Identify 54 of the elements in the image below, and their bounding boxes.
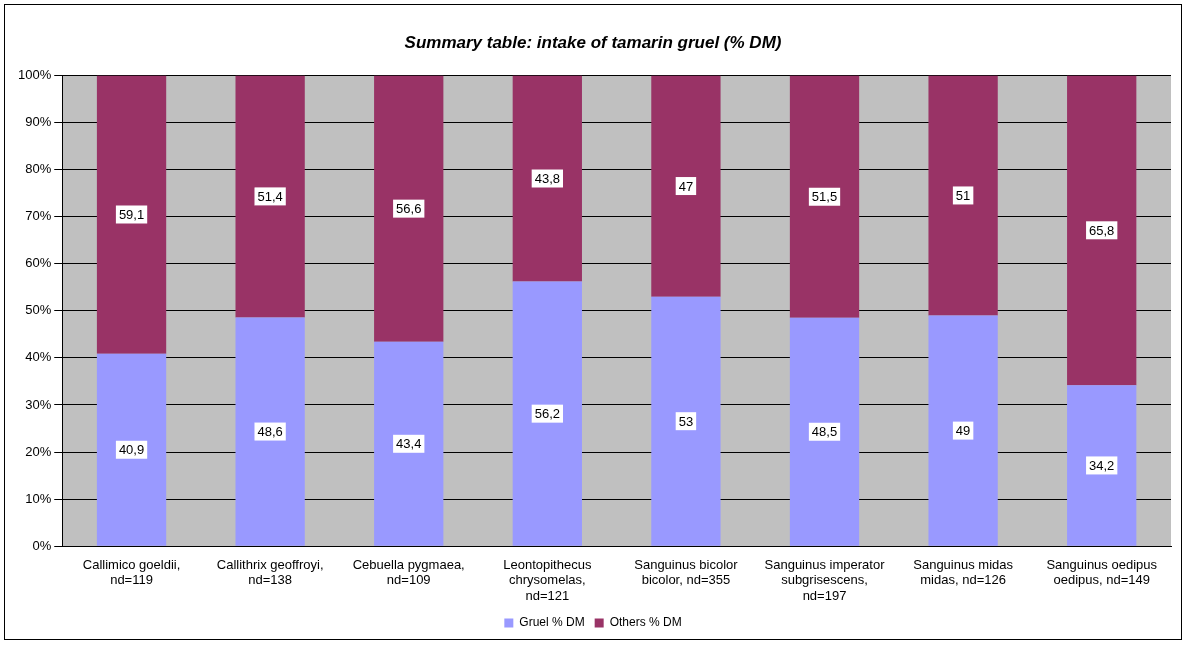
data-label: 43,8	[534, 171, 560, 187]
y-tick-label: 20%	[25, 443, 52, 459]
bar	[651, 296, 721, 546]
bar	[512, 281, 582, 546]
x-tick-label: Sanguinus imperator subgrisescens, nd=197	[764, 556, 886, 603]
y-tick-label: 80%	[25, 161, 52, 177]
bar	[96, 75, 167, 354]
y-tick-label: 60%	[25, 255, 52, 271]
data-label: 56,2	[534, 406, 560, 422]
y-tick-label: 70%	[25, 208, 52, 224]
x-tick-label: Leontopithecus chrysomelas, nd=121	[503, 556, 592, 603]
bar	[789, 317, 860, 546]
bar	[1067, 75, 1137, 386]
data-label: 40,9	[118, 442, 145, 458]
data-label: 59,1	[118, 207, 145, 223]
data-label: 48,5	[811, 424, 838, 440]
data-label: 47	[678, 178, 694, 194]
chart-title: Summary table: intake of tamarin gruel (% DM)	[404, 32, 782, 52]
bar	[235, 317, 305, 546]
y-tick-label: 30%	[25, 396, 52, 412]
y-tick-label: 100%	[18, 66, 52, 82]
y-tick-label: 0%	[32, 537, 52, 553]
bar	[1067, 385, 1137, 546]
data-label: 53	[678, 413, 694, 429]
x-tick-label: Callimico goeldii, nd=119	[82, 556, 181, 588]
bar	[512, 75, 582, 282]
y-tick-label: 50%	[25, 302, 52, 318]
data-label: 51,4	[257, 188, 283, 204]
bar	[374, 341, 444, 546]
data-label: 65,8	[1089, 222, 1115, 238]
bar	[374, 75, 444, 342]
x-tick-label: Sanguinus oedipus oedipus, nd=149	[1046, 556, 1158, 588]
bar	[96, 353, 167, 546]
data-label: 34,2	[1089, 458, 1115, 474]
y-tick-label: 90%	[25, 114, 52, 130]
x-tick-label: Sanguinus midas midas, nd=126	[913, 556, 1014, 588]
y-tick-label: 40%	[25, 349, 52, 365]
bar	[928, 315, 998, 546]
legend-label: Gruel % DM	[519, 615, 585, 630]
bar	[928, 75, 998, 316]
x-tick-label: Sanguinus bicolor bicolor, nd=355	[634, 556, 739, 588]
data-label: 48,6	[257, 424, 283, 440]
x-tick-label: Cebuella pygmaea, nd=109	[352, 556, 465, 588]
bar	[651, 75, 721, 297]
data-label: 49	[955, 423, 971, 439]
y-tick-label: 10%	[25, 490, 52, 506]
data-label: 51,5	[811, 189, 838, 205]
bar	[789, 75, 860, 318]
data-label: 43,4	[396, 436, 422, 452]
bar	[235, 75, 305, 318]
legend-label: Others % DM	[609, 615, 682, 630]
data-label: 51	[955, 188, 971, 204]
data-label: 56,6	[396, 201, 422, 217]
x-tick-label: Callithrix geoffroyi, nd=138	[216, 556, 324, 588]
